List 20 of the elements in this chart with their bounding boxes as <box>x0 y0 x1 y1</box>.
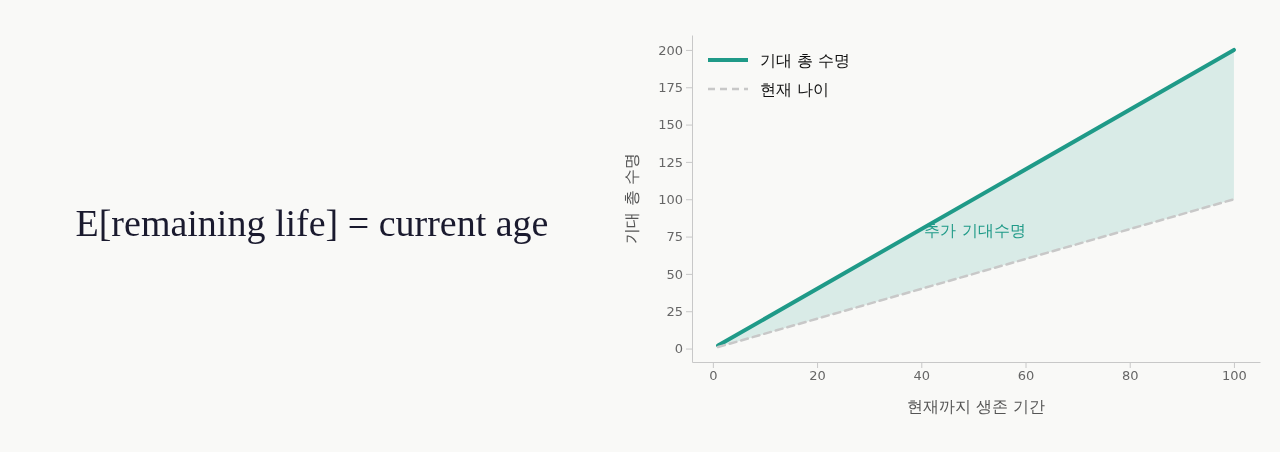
legend-label: 현재 나이 <box>760 80 830 99</box>
y-tick-label: 125 <box>658 154 683 170</box>
y-tick-label: 175 <box>658 79 683 95</box>
y-tick-label: 25 <box>666 303 683 319</box>
y-tick-label: 50 <box>666 266 683 282</box>
legend-label: 기대 총 수명 <box>760 51 851 70</box>
y-axis-title: 기대 총 수명 <box>622 153 641 244</box>
x-tick-label: 100 <box>1222 368 1247 384</box>
x-axis-title: 현재까지 생존 기간 <box>906 397 1046 416</box>
y-tick-label: 200 <box>658 42 683 58</box>
x-tick-label: 60 <box>1017 368 1035 384</box>
text: E[remaining life] = current age <box>75 202 549 244</box>
x-tick-label: 40 <box>913 368 931 384</box>
x-tick-label: 20 <box>809 368 826 384</box>
y-tick-label: 150 <box>658 117 683 133</box>
x-tick-label: 0 <box>709 368 718 384</box>
y-tick-label: 75 <box>666 229 683 245</box>
y-tick-label: 100 <box>658 191 683 207</box>
y-tick-label: 0 <box>674 341 683 357</box>
x-tick-label: 80 <box>1121 368 1139 384</box>
